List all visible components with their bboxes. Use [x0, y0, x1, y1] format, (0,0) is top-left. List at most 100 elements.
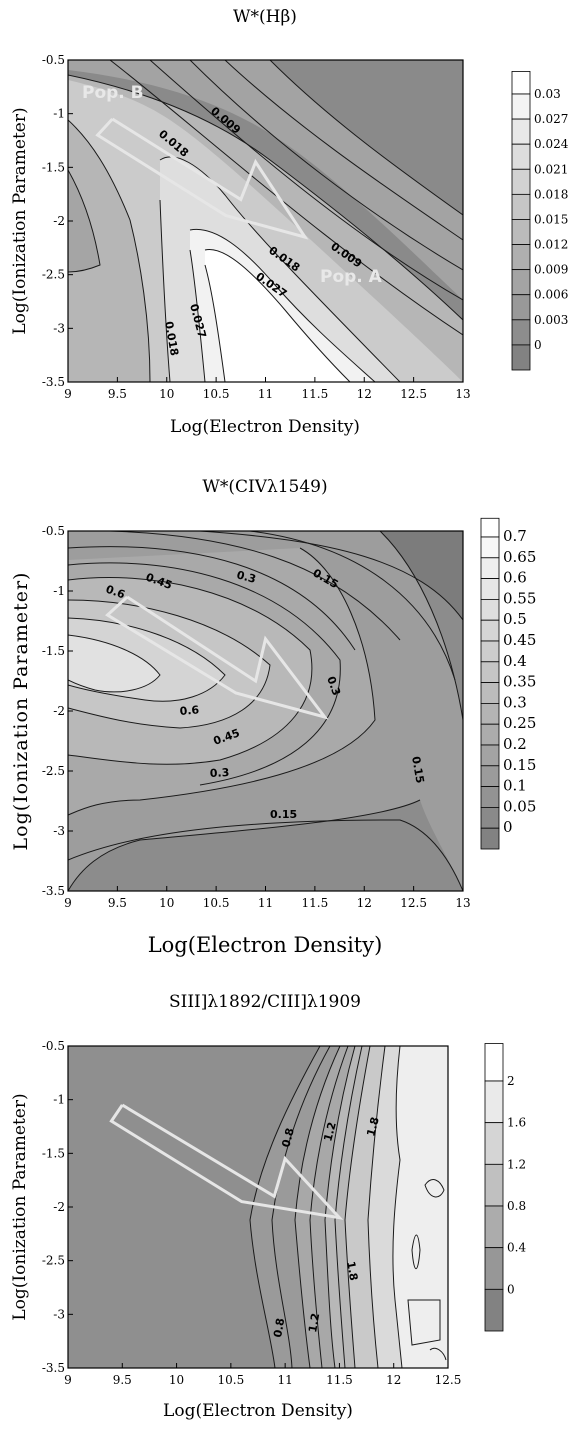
colorbar-label: 0.7 [503, 527, 527, 545]
colorbar-cell [480, 765, 500, 787]
colorbar-label: 0.018 [534, 187, 568, 201]
panel-1-ylabel: Log(Ionization Parameter) [10, 107, 30, 334]
x-tick-label: 10.5 [203, 896, 230, 910]
panel-1-title: W*(Hβ) [233, 7, 297, 27]
colorbar-label: 1.2 [507, 1157, 526, 1171]
x-tick-label: 10 [159, 896, 174, 910]
colorbar-label: 0.55 [503, 589, 536, 607]
colorbar-cell [511, 294, 531, 321]
y-tick-label: -1 [53, 584, 65, 598]
contour-label: 1.8 [364, 1116, 382, 1138]
colorbar-cell [480, 640, 500, 663]
colorbar-label: 0.003 [534, 313, 568, 327]
panel-1-ticks: 9 9.5 10 10.5 11 11.5 12 12.5 13 -0.5 -1 -1.5 -2 -2.5… [42, 53, 471, 401]
y-tick-label: -1.5 [42, 1146, 65, 1160]
colorbar-cell [484, 1122, 504, 1165]
colorbar-label: 0.35 [503, 673, 536, 691]
panel-hbeta: W*(Hβ) [10, 7, 569, 437]
colorbar-label: 0.6 [503, 569, 527, 587]
x-tick-label: 13 [455, 387, 470, 401]
colorbar-label: 0.2 [503, 735, 527, 753]
colorbar-label: 0.25 [503, 714, 536, 732]
colorbar-cell [511, 71, 531, 95]
colorbar-cell [480, 619, 500, 642]
y-tick-label: -3.5 [42, 884, 65, 898]
panel-siii-ciii: SIII]λ1892/CIII]λ1909 [10, 992, 526, 1421]
contour-label: 1.8 [344, 1260, 360, 1281]
contour-label: 0.3 [235, 568, 257, 586]
colorbar-label: 0.4 [507, 1241, 526, 1255]
colorbar-label: 0.1 [503, 777, 527, 795]
colorbar-label: 0.009 [534, 263, 568, 277]
colorbar-label: 0.3 [503, 693, 527, 711]
x-tick-label: 9.5 [108, 387, 127, 401]
colorbar-label: 0.006 [534, 288, 568, 302]
colorbar-cell [480, 807, 500, 829]
x-tick-label: 9.5 [108, 896, 127, 910]
x-tick-label: 10 [159, 387, 174, 401]
y-tick-label: -2 [53, 214, 65, 228]
contour-label: 0.6 [104, 583, 127, 602]
colorbar-cell [480, 578, 500, 600]
colorbar-cell [480, 786, 500, 808]
panel-1-contour-field: 0.018 0.009 0.009 0.018 0.027 0.027 0.01… [68, 60, 463, 382]
colorbar-cell [480, 517, 500, 538]
panel-2-contour-field: 0.6 0.45 0.3 0.15 0.6 0.45 0.3 0.3 0.15 … [68, 531, 463, 891]
colorbar-cell [511, 344, 531, 371]
y-tick-label: -3.5 [42, 375, 65, 389]
colorbar-cell [511, 143, 531, 170]
x-tick-label: 11 [278, 1373, 293, 1387]
x-tick-label: 12.5 [435, 1373, 462, 1387]
panel-2-ticks: 9 9.5 10 10.5 11 11.5 12 12.5 13 -0.5 -1 -1.5 -2 -2.5… [42, 524, 471, 910]
colorbar-cell [480, 827, 500, 850]
panel-3-ylabel: Log(Ionization Parameter) [10, 1093, 30, 1320]
colorbar-cell [480, 599, 500, 621]
colorbar-cell [480, 557, 500, 579]
x-tick-label: 12 [357, 387, 372, 401]
colorbar-cell [511, 269, 531, 296]
colorbar-label: 0.4 [503, 652, 527, 670]
y-tick-label: -1 [53, 107, 65, 121]
colorbar-cell [480, 703, 500, 725]
y-tick-label: -0.5 [42, 1039, 65, 1053]
contour-label: 0.6 [179, 703, 200, 718]
panel-3-contour-labels: 0.8 1.2 1.8 0.8 1.2 1.8 [271, 1116, 382, 1339]
panel-2-xlabel: Log(Electron Density) [148, 933, 383, 957]
panel-1-arrow [95, 117, 309, 240]
contour-label: 0.15 [270, 808, 297, 821]
x-tick-label: 9 [64, 1373, 72, 1387]
panel-1-xlabel: Log(Electron Density) [170, 417, 360, 437]
colorbar-label: 0.8 [507, 1199, 526, 1213]
colorbar-cell [511, 93, 531, 120]
panel-2-ylabel: Log(Ionization Parameter) [10, 572, 32, 851]
x-tick-label: 11.5 [326, 1373, 353, 1387]
colorbar-label: 0.012 [534, 238, 568, 252]
colorbar-cell [480, 723, 500, 746]
x-tick-label: 12 [357, 896, 372, 910]
y-tick-label: -1 [53, 1093, 65, 1107]
y-tick-label: -2 [53, 1200, 65, 1214]
panel-3-ticks: 9 9.5 10 10.5 11 11.5 12 12.5 -0.5 -1 -1.5 -2 -2.5 -3… [42, 1039, 462, 1387]
y-tick-label: -3 [53, 321, 65, 335]
colorbar-label: 0.015 [534, 212, 568, 226]
colorbar-label: 1.6 [507, 1116, 526, 1130]
colorbar-label: 0 [534, 338, 542, 352]
colorbar-label: 0.65 [503, 548, 536, 566]
colorbar-label: 0.45 [503, 631, 536, 649]
y-tick-label: -2 [53, 704, 65, 718]
colorbar-label: 0.5 [503, 610, 527, 628]
colorbar-cell [484, 1080, 504, 1124]
colorbar-cell [480, 661, 500, 683]
colorbar-cell [511, 244, 531, 271]
colorbar-label: 0.027 [534, 112, 568, 126]
panel-2-title: W*(CIVλ1549) [202, 477, 327, 497]
panel-2-colorbar: 0.7 0.65 0.6 0.55 0.5 0.45 0.4 0.35 0.3 0.25 0.2 0.… [480, 517, 536, 850]
contour-label: 0.15 [409, 755, 427, 784]
contour-label: 0.3 [324, 675, 343, 698]
y-tick-label: -1.5 [42, 160, 65, 174]
colorbar-label: 0.024 [534, 137, 569, 151]
colorbar-label: 0.05 [503, 797, 536, 815]
x-tick-label: 9 [64, 387, 72, 401]
panel-3-xlabel: Log(Electron Density) [163, 1401, 353, 1421]
